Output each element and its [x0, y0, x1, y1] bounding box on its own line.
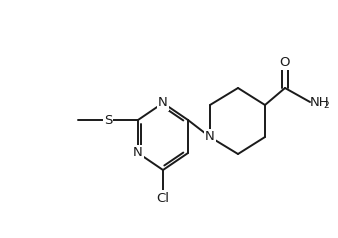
Text: N: N: [158, 96, 168, 109]
Text: N: N: [205, 130, 215, 144]
Text: 2: 2: [323, 101, 329, 110]
Text: S: S: [104, 114, 112, 127]
Text: NH: NH: [310, 95, 330, 109]
Text: Cl: Cl: [156, 192, 169, 204]
Text: O: O: [280, 55, 290, 69]
Text: N: N: [133, 147, 143, 159]
